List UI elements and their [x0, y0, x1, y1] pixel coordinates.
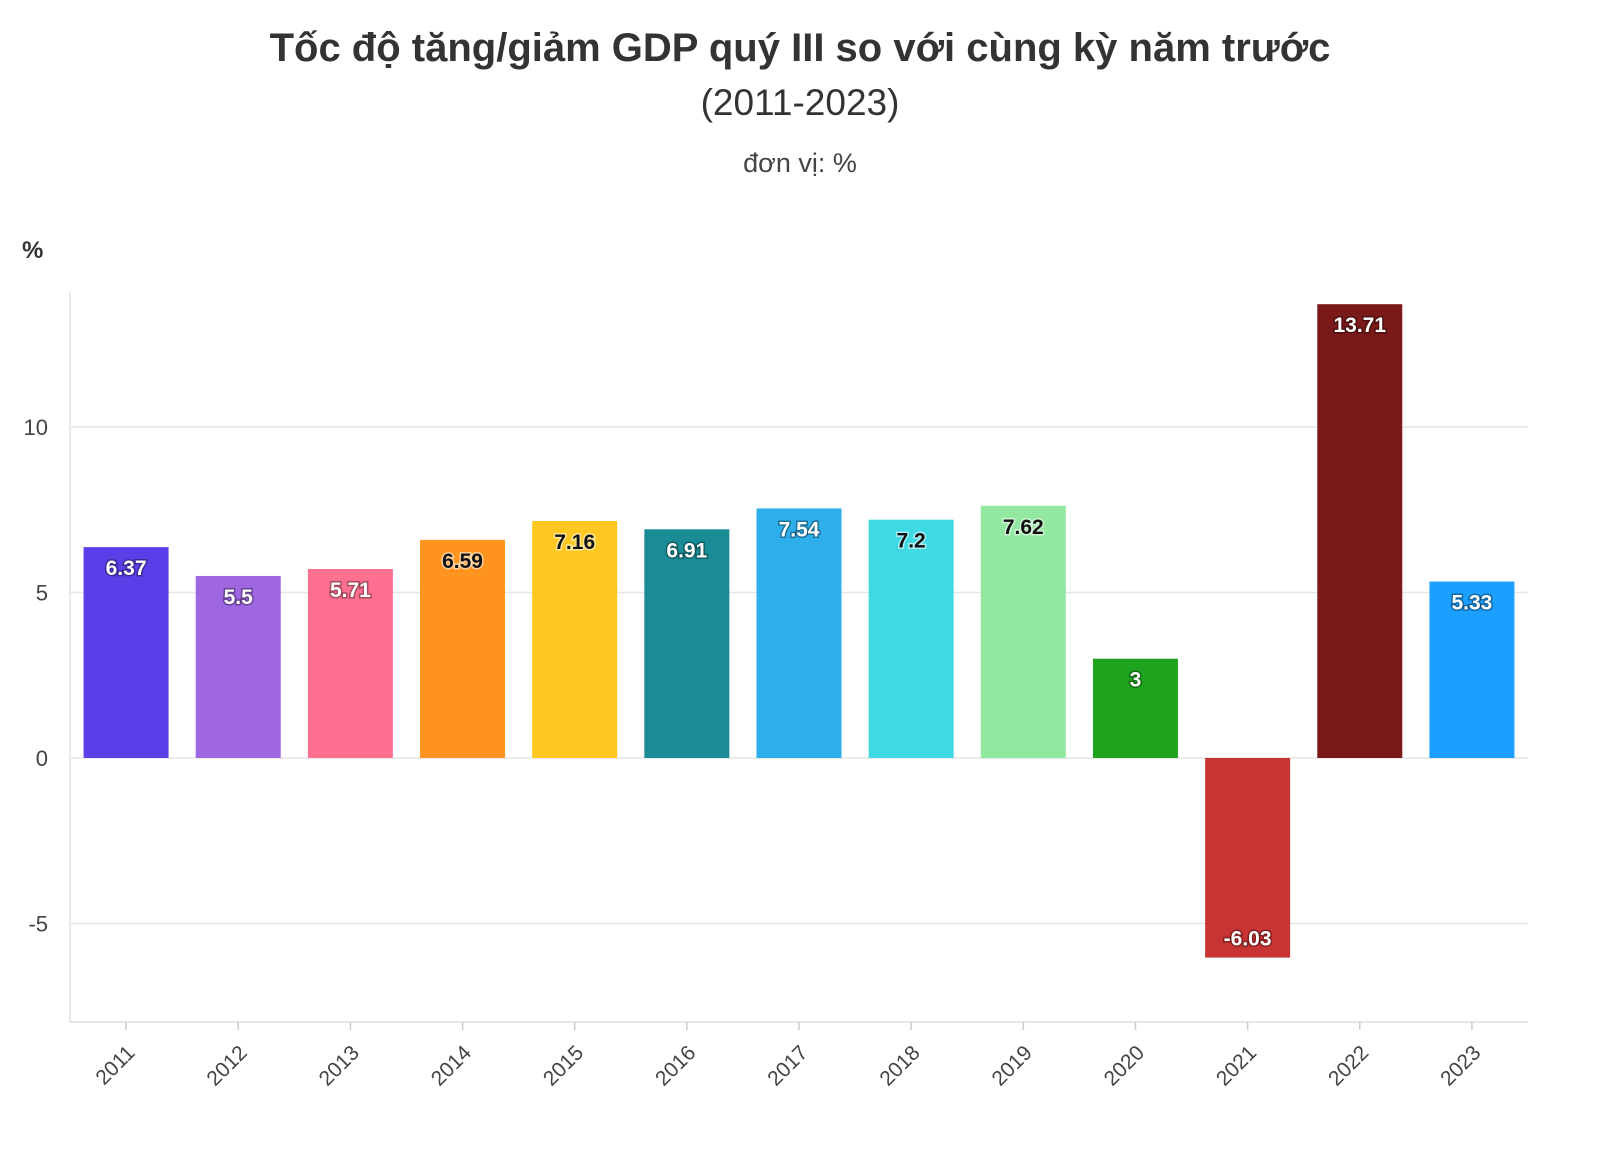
bar-2021 — [1205, 758, 1291, 958]
y-tick-label: -5 — [28, 912, 48, 937]
chart-unit: đơn vị: % — [743, 148, 857, 178]
x-tick-label-2020: 2020 — [1100, 1041, 1149, 1090]
bar-2018 — [868, 519, 954, 758]
bar-2020 — [1092, 658, 1178, 758]
data-label-2017: 7.54 — [779, 518, 820, 541]
bar-2016 — [644, 529, 730, 758]
bar-2013 — [307, 568, 393, 758]
bar-2023 — [1429, 581, 1515, 758]
data-label-2015: 7.16 — [554, 531, 595, 554]
bar-2014 — [420, 539, 506, 758]
data-label-2011: 6.37 — [106, 557, 147, 580]
x-tick-label-2015: 2015 — [539, 1041, 588, 1090]
x-tick-label-2019: 2019 — [988, 1041, 1037, 1090]
x-tick-label-2012: 2012 — [202, 1041, 251, 1090]
data-label-2019: 7.62 — [1003, 516, 1044, 539]
chart-subtitle: (2011-2023) — [700, 82, 900, 123]
data-label-2022: 13.71 — [1333, 314, 1386, 337]
x-tick-label-2022: 2022 — [1324, 1041, 1373, 1090]
x-tick-label-2014: 2014 — [427, 1041, 477, 1091]
x-tick-label-2013: 2013 — [315, 1041, 364, 1090]
x-tick-label-2017: 2017 — [763, 1041, 812, 1090]
x-tick-label-2016: 2016 — [651, 1041, 700, 1090]
y-axis-title: % — [22, 237, 43, 264]
y-tick-label: 5 — [36, 581, 48, 606]
x-tick-label-2018: 2018 — [875, 1041, 924, 1090]
data-label-2014: 6.59 — [442, 550, 483, 573]
data-label-2023: 5.33 — [1451, 592, 1492, 615]
data-label-2016: 6.91 — [666, 539, 707, 562]
data-label-2013: 5.71 — [330, 579, 371, 602]
data-label-2012: 5.5 — [224, 586, 254, 609]
bar-2015 — [532, 521, 618, 758]
x-tick-label-2023: 2023 — [1436, 1041, 1485, 1090]
bar-2022 — [1317, 304, 1403, 758]
bars — [83, 304, 1515, 958]
data-labels: 6.37 5.5 5.71 6.59 7.16 6.91 7.54 7.2 7.62 3 -6.03… — [104, 313, 1494, 952]
data-label-2021: -6.03 — [1224, 928, 1272, 951]
bar-2012 — [195, 575, 281, 758]
y-tick-label: 10 — [24, 415, 48, 440]
x-tick-label-2021: 2021 — [1212, 1041, 1261, 1090]
y-tick-label: 0 — [36, 746, 48, 771]
bar-2019 — [980, 505, 1066, 758]
x-tick-label-2011: 2011 — [91, 1041, 139, 1089]
chart-title: Tốc độ tăng/giảm GDP quý III so với cùng… — [269, 26, 1331, 70]
bar-2017 — [756, 508, 842, 758]
data-label-2018: 7.2 — [897, 530, 926, 553]
bar-2011 — [83, 547, 169, 758]
x-tick-labels: 2011 2012 2013 2014 2015 2016 2017 2018 2019 2020… — [91, 1022, 1485, 1091]
data-label-2020: 3 — [1130, 669, 1142, 692]
